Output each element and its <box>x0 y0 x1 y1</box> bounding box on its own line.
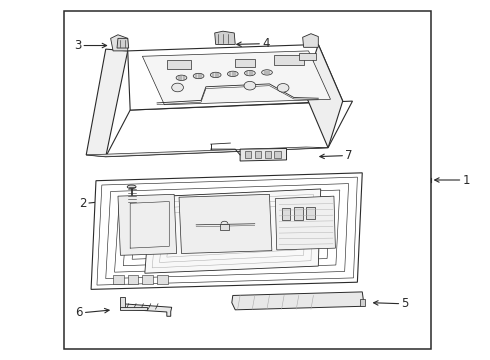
Bar <box>282 208 291 220</box>
Polygon shape <box>111 35 128 51</box>
Ellipse shape <box>245 71 255 76</box>
Polygon shape <box>91 173 362 289</box>
Bar <box>255 150 261 158</box>
Text: 7: 7 <box>345 149 353 162</box>
Bar <box>121 297 125 309</box>
Circle shape <box>244 81 256 90</box>
Polygon shape <box>86 49 128 157</box>
Text: 2: 2 <box>79 197 86 210</box>
Bar <box>274 55 304 65</box>
Ellipse shape <box>210 72 221 78</box>
Polygon shape <box>143 51 331 105</box>
Circle shape <box>172 83 183 92</box>
Bar <box>220 224 229 230</box>
Bar <box>299 53 316 60</box>
Text: 4: 4 <box>262 37 270 50</box>
Text: 3: 3 <box>74 39 81 52</box>
Polygon shape <box>145 189 321 273</box>
Bar <box>235 59 255 67</box>
Bar <box>64 12 431 348</box>
Bar <box>360 299 365 306</box>
Polygon shape <box>275 196 335 250</box>
Text: 1: 1 <box>463 174 470 186</box>
Polygon shape <box>303 34 318 47</box>
Polygon shape <box>118 194 176 255</box>
Bar <box>128 275 139 284</box>
Ellipse shape <box>127 185 136 189</box>
Bar <box>167 60 191 69</box>
Polygon shape <box>232 292 365 310</box>
Bar <box>157 275 168 284</box>
Text: 5: 5 <box>401 297 409 310</box>
Ellipse shape <box>262 70 272 75</box>
Ellipse shape <box>193 73 204 79</box>
Polygon shape <box>106 101 352 157</box>
Ellipse shape <box>227 71 238 77</box>
Polygon shape <box>122 300 172 316</box>
Bar <box>294 207 303 220</box>
Ellipse shape <box>176 75 187 81</box>
Polygon shape <box>215 31 235 44</box>
Polygon shape <box>117 39 129 48</box>
Bar <box>121 307 147 310</box>
Circle shape <box>277 84 289 92</box>
Text: 6: 6 <box>75 306 83 319</box>
Bar <box>265 150 271 158</box>
Polygon shape <box>179 194 272 253</box>
Polygon shape <box>86 147 328 157</box>
Polygon shape <box>128 44 343 110</box>
Bar <box>274 150 281 158</box>
Polygon shape <box>240 148 287 161</box>
Bar <box>113 275 124 284</box>
Bar <box>306 207 315 220</box>
Bar <box>245 150 251 158</box>
Bar <box>143 275 153 284</box>
Polygon shape <box>304 44 343 148</box>
